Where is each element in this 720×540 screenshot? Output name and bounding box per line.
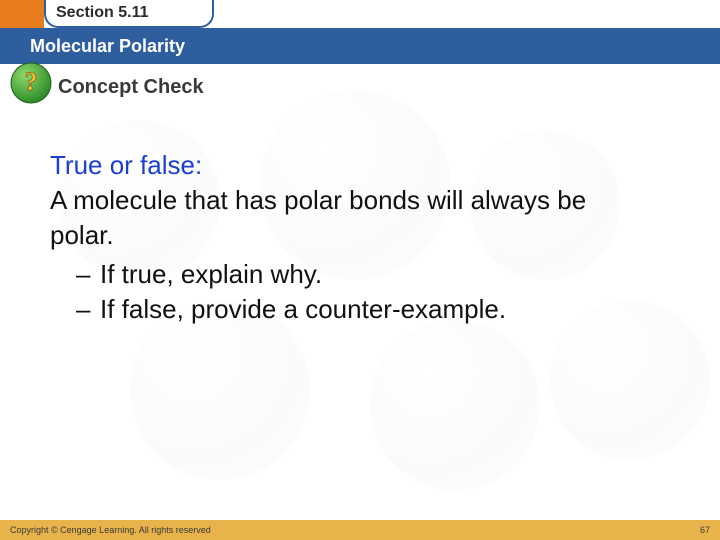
bullet-item: – If false, provide a counter-example. [76,292,684,327]
section-label: Section 5.11 [56,4,149,22]
accent-square [0,0,44,28]
statement-line-1: A molecule that has polar bonds will alw… [50,183,684,218]
bullet-list: – If true, explain why. – If false, prov… [50,257,684,327]
bullet-dash: – [76,292,100,327]
slide-body: True or false: A molecule that has polar… [50,148,684,327]
slide-title: Molecular Polarity [30,36,185,57]
title-bar: Molecular Polarity [0,28,720,64]
svg-text:?: ? [25,67,38,96]
statement-line-2: polar. [50,218,684,253]
footer-bar: Copyright © Cengage Learning. All rights… [0,520,720,540]
copyright-text: Copyright © Cengage Learning. All rights… [10,525,211,535]
question-mark-icon: ? [8,60,54,106]
section-tab: Section 5.11 [44,0,214,28]
slide: Section 5.11 Molecular Polarity ? Concep… [0,0,720,540]
prompt-text: True or false: [50,148,684,183]
page-number: 67 [700,525,710,535]
bullet-dash: – [76,257,100,292]
concept-check-heading: Concept Check [58,76,204,99]
bullet-text: If false, provide a counter-example. [100,292,506,327]
bullet-text: If true, explain why. [100,257,322,292]
bullet-item: – If true, explain why. [76,257,684,292]
